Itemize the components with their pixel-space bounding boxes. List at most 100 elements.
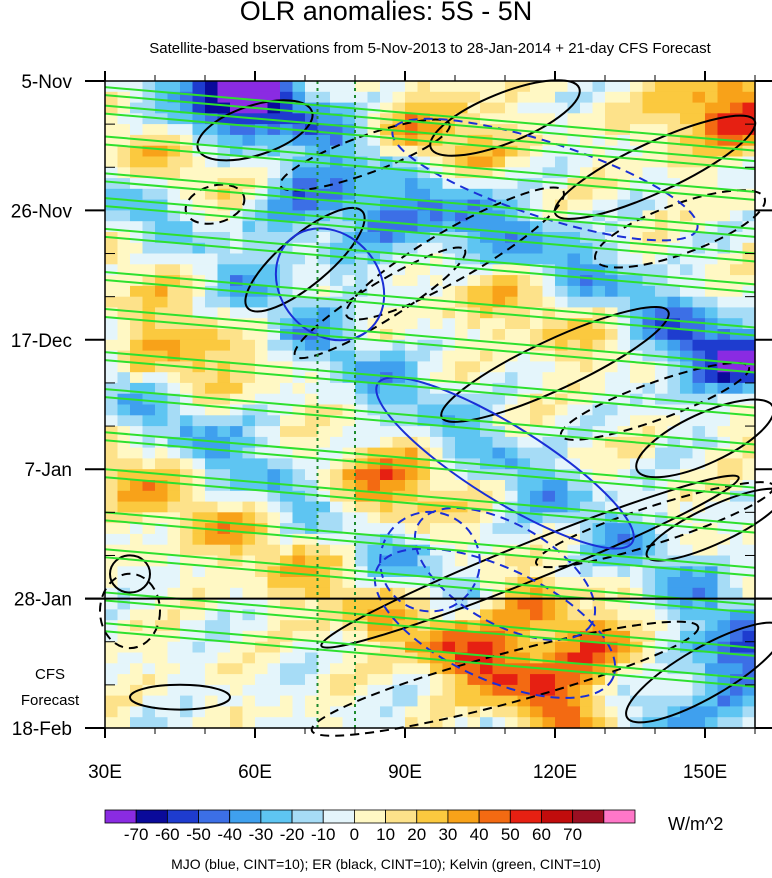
anomaly-cell [242,577,256,589]
anomaly-cell [367,242,381,255]
anomaly-cell [517,156,531,168]
anomaly-cell [167,253,181,265]
anomaly-cell [280,329,294,341]
anomaly-cell [580,221,594,233]
anomaly-cell [217,630,231,643]
anomaly-cell [517,242,531,255]
anomaly-cell [692,339,706,352]
colorbar-tick-label: 50 [501,825,520,844]
anomaly-cell [555,188,569,201]
anomaly-cell [280,81,294,93]
anomaly-cell [105,124,119,136]
anomaly-cell [392,706,406,718]
anomaly-cell [142,652,156,664]
anomaly-cell [667,178,681,190]
anomaly-cell [292,469,306,481]
anomaly-cell [492,242,506,255]
anomaly-cell [642,674,656,686]
anomaly-cell [192,210,206,222]
kelvin-contour [104,307,756,366]
anomaly-cell [430,404,444,416]
anomaly-cell [455,91,469,104]
anomaly-cell [292,555,306,567]
anomaly-cell [130,339,144,352]
anomaly-cell [205,404,219,416]
anomaly-cell [455,102,469,114]
anomaly-cell [292,490,306,503]
anomaly-cell [467,382,481,395]
anomaly-cell [367,490,381,503]
anomaly-cell [742,426,756,438]
anomaly-cell [330,113,344,125]
anomaly-cell [730,620,744,632]
anomaly-cell [142,210,156,222]
anomaly-cell [392,145,406,158]
anomaly-cell [255,178,269,190]
anomaly-cell [105,469,119,481]
anomaly-cell [642,382,656,395]
anomaly-cell [405,447,419,459]
anomaly-cell [555,512,569,524]
anomaly-cell [642,533,656,546]
anomaly-cell [380,544,394,557]
anomaly-cell [380,587,394,600]
anomaly-cell [130,426,144,438]
anomaly-cell [130,188,144,201]
anomaly-cell [280,372,294,384]
anomaly-cell [405,523,419,535]
anomaly-cell [667,706,681,718]
anomaly-cell [730,663,744,675]
anomaly-cell [505,253,519,265]
anomaly-cell [592,91,606,104]
anomaly-cell [417,544,431,557]
anomaly-cell [517,684,531,697]
anomaly-cell [267,91,281,104]
anomaly-cell [617,544,631,557]
anomaly-cell [292,415,306,427]
anomaly-cell [617,674,631,686]
anomaly-cell [317,188,331,201]
anomaly-cell [692,663,706,675]
anomaly-cell [167,577,181,589]
anomaly-cell [305,436,319,449]
anomaly-cell [292,232,306,244]
anomaly-cell [392,339,406,352]
anomaly-cell [342,81,356,93]
anomaly-cell [255,124,269,136]
anomaly-cell [405,307,419,319]
anomaly-cell [292,296,306,309]
anomaly-cell [692,91,706,104]
anomaly-cell [267,134,281,147]
anomaly-cell [380,339,394,352]
anomaly-cell [567,523,581,535]
anomaly-cell [380,695,394,707]
anomaly-cell [142,113,156,125]
anomaly-cell [230,480,244,492]
anomaly-cell [180,134,194,147]
anomaly-cell [742,458,756,470]
anomaly-cell [505,533,519,546]
anomaly-cell [442,458,456,470]
anomaly-cell [667,415,681,427]
anomaly-cell [230,339,244,352]
anomaly-cell [117,361,131,373]
anomaly-cell [692,695,706,707]
anomaly-cell [355,523,369,535]
anomaly-cell [130,350,144,362]
anomaly-cell [130,717,144,729]
anomaly-cell [192,609,206,621]
anomaly-cell [567,674,581,686]
anomaly-cell [255,415,269,427]
anomaly-cell [542,717,556,729]
anomaly-cell [155,501,169,513]
anomaly-cell [455,307,469,319]
anomaly-cell [517,113,531,125]
anomaly-cell [730,695,744,707]
anomaly-cell [692,555,706,567]
anomaly-cell [592,706,606,718]
anomaly-cell [617,156,631,168]
anomaly-cell [317,674,331,686]
anomaly-cell [217,577,231,589]
anomaly-cell [230,167,244,179]
anomaly-cell [280,501,294,513]
